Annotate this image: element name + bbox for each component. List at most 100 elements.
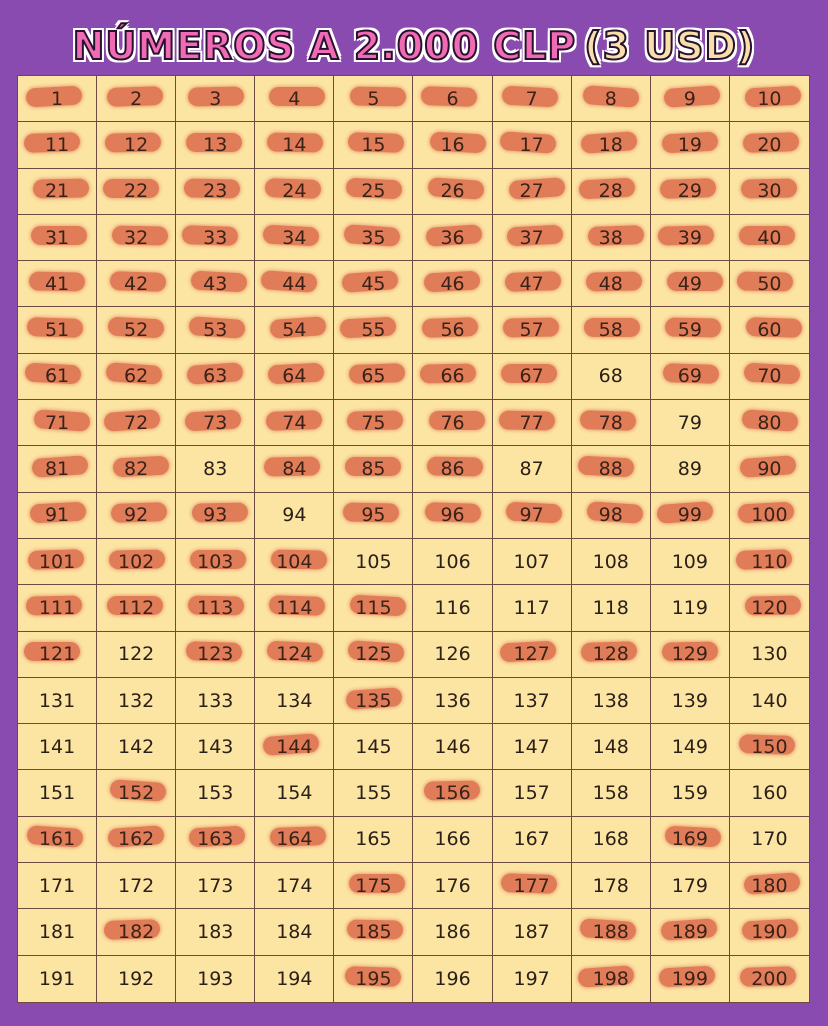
number-cell[interactable]: 185 [334,909,414,956]
number-cell[interactable]: 159 [650,770,730,817]
number-cell[interactable]: 23 [176,168,256,215]
number-cell[interactable]: 15 [334,122,414,169]
number-cell[interactable]: 171 [18,863,98,910]
number-cell[interactable]: 80 [729,400,809,447]
number-cell[interactable]: 190 [729,909,809,956]
number-cell[interactable]: 95 [334,492,414,539]
number-cell[interactable]: 166 [413,816,493,864]
number-cell[interactable]: 199 [651,955,730,1002]
number-cell[interactable]: 182 [97,909,177,956]
number-cell[interactable]: 181 [18,909,98,956]
number-cell[interactable]: 44 [255,261,335,308]
number-cell[interactable]: 21 [18,168,98,215]
number-cell[interactable]: 114 [255,585,335,632]
number-cell[interactable]: 108 [571,538,651,586]
number-cell[interactable]: 6 [413,76,493,123]
number-cell[interactable]: 19 [650,122,730,169]
number-cell[interactable]: 145 [334,724,414,771]
number-cell[interactable]: 31 [18,214,98,262]
number-cell[interactable]: 34 [255,214,335,262]
number-cell[interactable]: 164 [255,816,335,864]
number-cell[interactable]: 68 [571,353,651,401]
number-cell[interactable]: 41 [18,261,98,308]
number-cell[interactable]: 121 [18,631,98,678]
number-cell[interactable]: 183 [176,909,256,956]
number-cell[interactable]: 124 [255,631,335,678]
number-cell[interactable]: 51 [18,307,98,354]
number-cell[interactable]: 162 [97,816,177,864]
number-cell[interactable]: 3 [176,76,256,123]
number-cell[interactable]: 84 [255,446,335,493]
number-cell[interactable]: 70 [729,354,809,401]
number-cell[interactable]: 92 [97,492,177,539]
number-cell[interactable]: 105 [334,538,414,586]
number-cell[interactable]: 48 [571,261,651,308]
number-cell[interactable]: 18 [571,122,651,169]
number-cell[interactable]: 16 [413,122,493,169]
number-cell[interactable]: 104 [255,538,335,586]
number-cell[interactable]: 143 [176,724,256,771]
number-cell[interactable]: 186 [413,909,493,956]
number-cell[interactable]: 29 [650,168,730,215]
number-cell[interactable]: 26 [413,168,493,215]
number-cell[interactable]: 116 [413,585,493,632]
number-cell[interactable]: 49 [650,261,730,308]
number-cell[interactable]: 163 [176,816,256,864]
number-cell[interactable]: 122 [97,631,177,678]
number-cell[interactable]: 195 [334,955,414,1002]
number-cell[interactable]: 155 [334,770,414,817]
number-cell[interactable]: 110 [729,539,809,586]
number-cell[interactable]: 74 [255,400,335,447]
number-cell[interactable]: 69 [650,353,730,401]
number-cell[interactable]: 87 [492,446,572,493]
number-cell[interactable]: 37 [492,214,572,262]
number-cell[interactable]: 144 [255,724,335,771]
number-cell[interactable]: 79 [650,400,730,447]
number-cell[interactable]: 85 [334,446,414,493]
number-cell[interactable]: 55 [334,307,414,354]
number-cell[interactable]: 76 [413,400,493,447]
number-cell[interactable]: 35 [334,214,414,262]
number-cell[interactable]: 193 [176,955,256,1002]
number-cell[interactable]: 45 [334,261,414,308]
number-cell[interactable]: 142 [97,724,177,771]
number-cell[interactable]: 10 [729,76,809,123]
number-cell[interactable]: 89 [650,446,730,493]
number-cell[interactable]: 111 [18,585,98,632]
number-cell[interactable]: 156 [413,770,493,817]
number-cell[interactable]: 140 [729,678,809,725]
number-cell[interactable]: 53 [176,307,256,354]
number-cell[interactable]: 112 [97,585,177,632]
number-cell[interactable]: 137 [492,677,572,725]
number-cell[interactable]: 123 [176,631,256,678]
number-cell[interactable]: 36 [413,214,493,262]
number-cell[interactable]: 174 [255,863,335,910]
number-cell[interactable]: 109 [650,538,730,586]
number-cell[interactable]: 73 [176,400,256,447]
number-cell[interactable]: 61 [18,353,98,401]
number-cell[interactable]: 131 [18,677,98,725]
number-cell[interactable]: 46 [413,261,493,308]
number-cell[interactable]: 2 [97,76,177,123]
number-cell[interactable]: 148 [571,724,651,771]
number-cell[interactable]: 173 [176,863,256,910]
number-cell[interactable]: 40 [729,215,809,262]
number-cell[interactable]: 187 [492,909,572,956]
number-cell[interactable]: 151 [18,770,98,817]
number-cell[interactable]: 5 [334,76,414,123]
number-cell[interactable]: 117 [492,585,572,632]
number-cell[interactable]: 77 [492,400,572,447]
number-cell[interactable]: 97 [492,492,572,539]
number-cell[interactable]: 134 [255,677,335,725]
number-cell[interactable]: 101 [18,538,98,586]
number-cell[interactable]: 198 [572,955,651,1002]
number-cell[interactable]: 83 [176,446,256,493]
number-cell[interactable]: 160 [729,770,809,817]
number-cell[interactable]: 75 [334,400,414,447]
number-cell[interactable]: 78 [571,400,651,447]
number-cell[interactable]: 1 [18,76,98,123]
number-cell[interactable]: 17 [492,122,572,169]
number-cell[interactable]: 82 [97,446,177,493]
number-cell[interactable]: 125 [334,631,414,678]
number-cell[interactable]: 119 [650,585,730,632]
